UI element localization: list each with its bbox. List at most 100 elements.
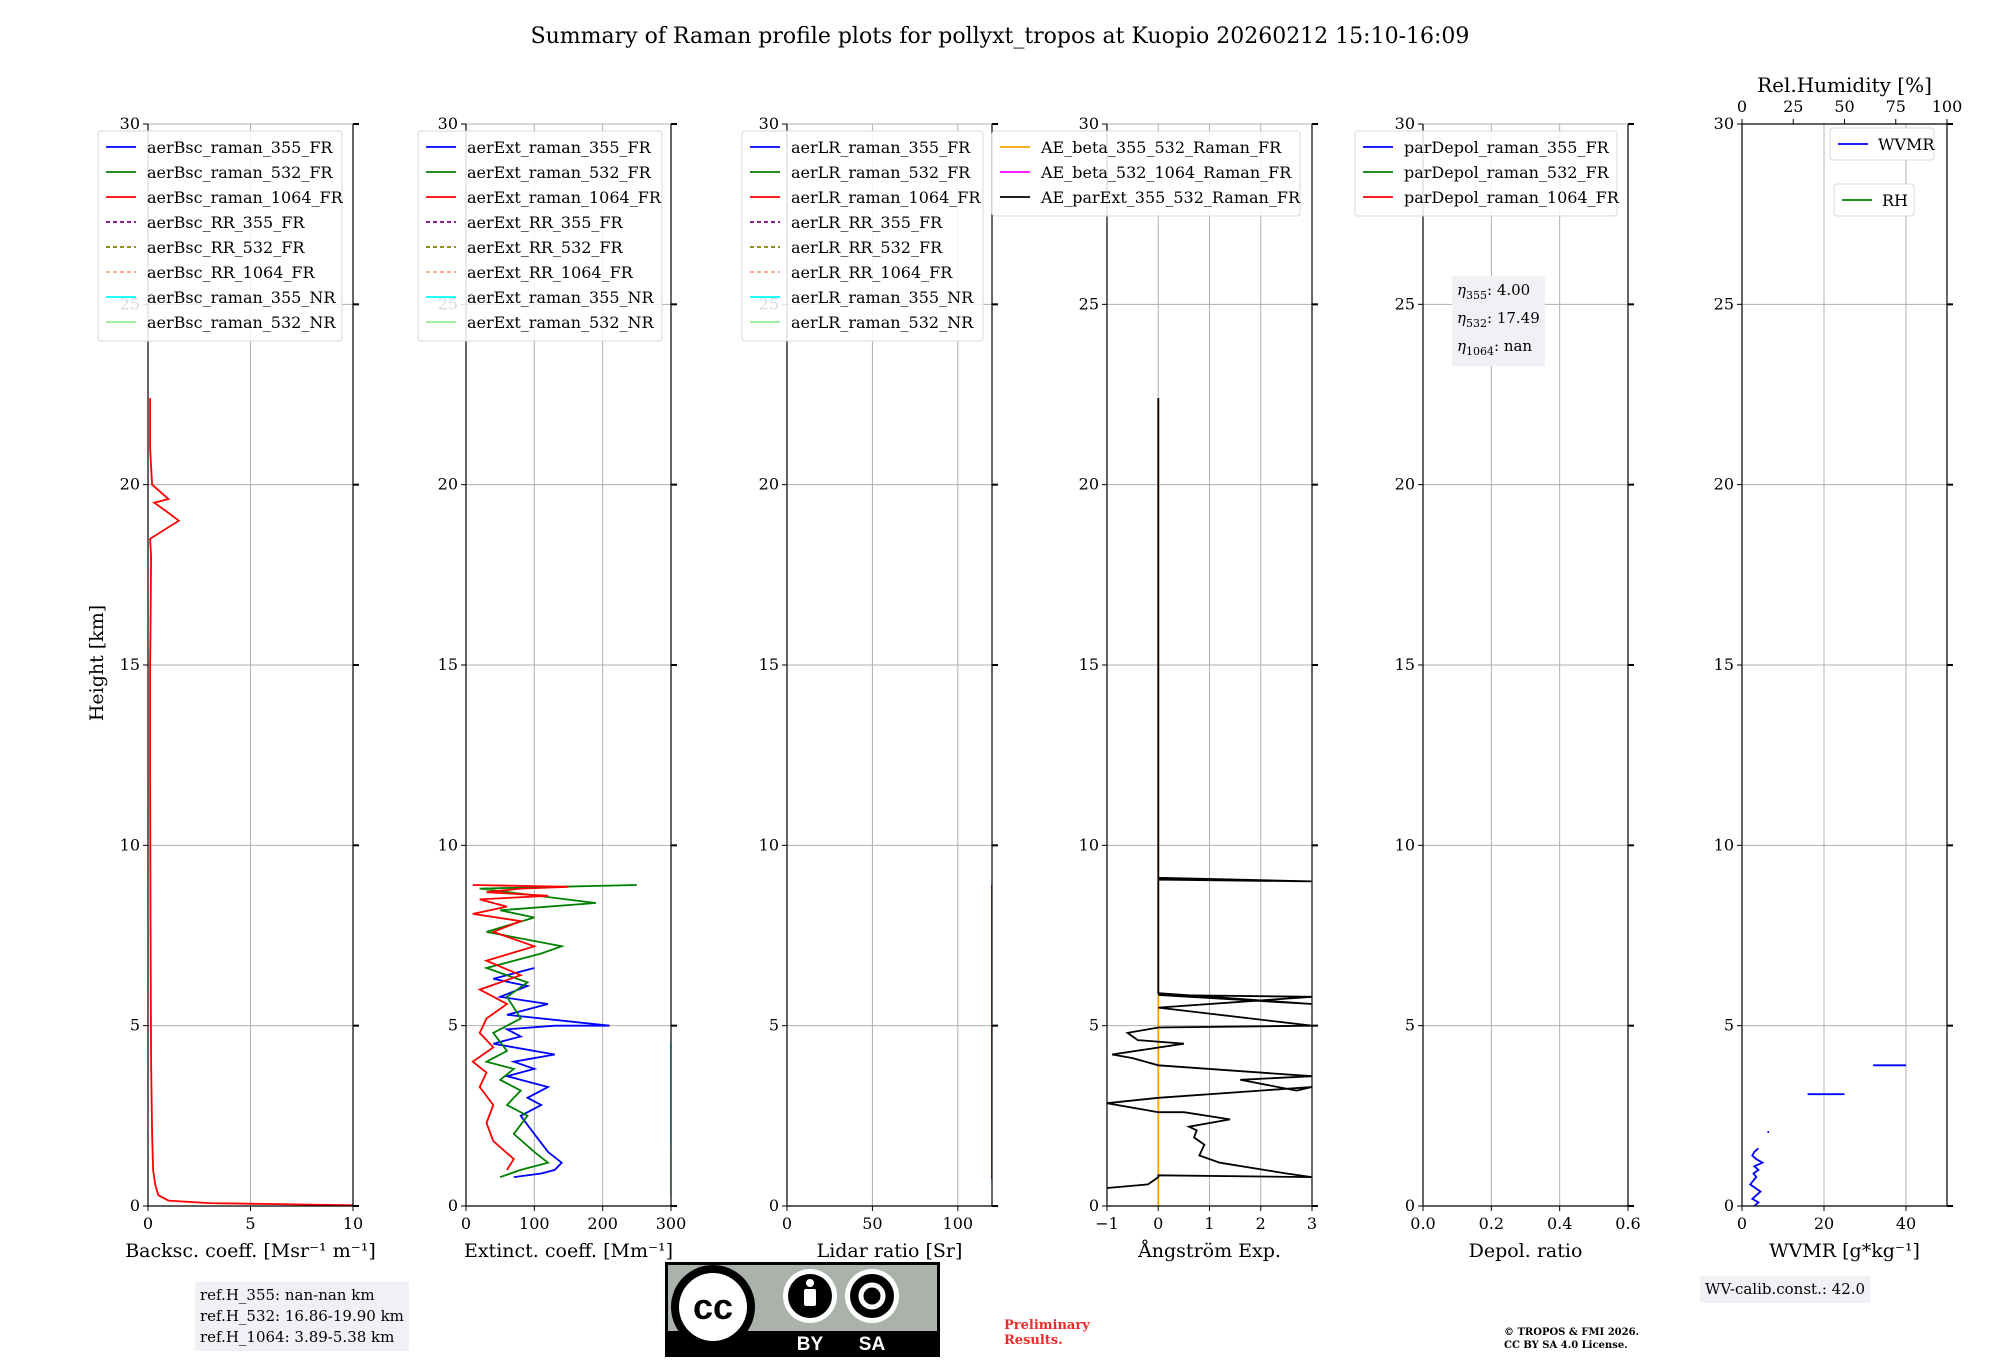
legend-label-2: aerExt_raman_1064_FR <box>467 188 662 207</box>
legend-box <box>97 130 343 342</box>
ytick-label-6: 30 <box>438 114 458 133</box>
legend-label-0: parDepol_raman_355_FR <box>1404 138 1610 157</box>
legend-label-1: aerExt_raman_532_FR <box>467 163 652 182</box>
ytick-label-4: 20 <box>1395 475 1415 494</box>
top-xtick-label-1: 25 <box>1783 97 1803 116</box>
ytick-label-5: 25 <box>1714 294 1734 313</box>
legend-label-1: aerLR_raman_532_FR <box>791 163 971 182</box>
ytick-label-4: 20 <box>120 475 140 494</box>
legend-label-1: aerBsc_raman_532_FR <box>147 163 333 182</box>
series-group <box>471 884 671 1196</box>
legend-label-7: aerBsc_raman_532_NR <box>147 313 336 332</box>
legend-label-0: aerLR_raman_355_FR <box>791 138 971 157</box>
xtick-label-0: −1 <box>1095 1214 1119 1233</box>
series-aerExt_raman_355_FR-0 <box>493 967 610 1178</box>
legend-label-4: aerLR_RR_532_FR <box>791 238 943 257</box>
xtick-label-0: 0.0 <box>1410 1214 1435 1233</box>
top-axis-label: Rel.Humidity [%] <box>1757 73 1932 97</box>
legend-box <box>417 130 663 342</box>
xtick-label-2: 100 <box>943 1214 974 1233</box>
eta-532: η532: 17.49 <box>1457 309 1540 330</box>
legend-label-7: aerLR_raman_532_NR <box>791 313 974 332</box>
legend-label-7: aerExt_raman_532_NR <box>467 313 655 332</box>
x-axis-label: Ångström Exp. <box>1137 1240 1281 1262</box>
ytick-label-1: 5 <box>769 1016 779 1035</box>
ytick-label-1: 5 <box>448 1016 458 1035</box>
ytick-label-3: 15 <box>1079 655 1099 674</box>
ytick-label-4: 20 <box>1079 475 1099 494</box>
panel-extinction: 0510152025300100200300Extinct. coeff. [M… <box>417 114 687 1262</box>
series-WVMR-0 <box>1748 1147 1765 1206</box>
xtick-label-0: 0 <box>782 1214 792 1233</box>
xtick-label-0: 0 <box>143 1214 153 1233</box>
legend-label-0: AE_beta_355_532_Raman_FR <box>1040 138 1282 157</box>
legend-label-2: AE_parExt_355_532_Raman_FR <box>1040 188 1301 207</box>
x-axis-label: Lidar ratio [Sr] <box>817 1240 963 1262</box>
ytick-label-1: 5 <box>1724 1016 1734 1035</box>
copyright-line-2: CC BY SA 4.0 License. <box>1504 1340 1628 1351</box>
legend-label-2: aerBsc_raman_1064_FR <box>147 188 344 207</box>
ytick-label-3: 15 <box>438 655 458 674</box>
xtick-label-3: 300 <box>656 1214 687 1233</box>
legend-box <box>991 130 1301 217</box>
eta-355: η355: 4.00 <box>1457 281 1531 302</box>
series-aerBsc_raman_1064_FR-0 <box>149 398 353 1206</box>
ytick-label-3: 15 <box>1395 655 1415 674</box>
xtick-label-0: 0 <box>1737 1214 1747 1233</box>
legend-box-0 <box>1829 127 1935 161</box>
xtick-label-1: 50 <box>862 1214 882 1233</box>
ytick-label-1: 5 <box>1405 1016 1415 1035</box>
legend-box-1 <box>1833 183 1915 217</box>
xtick-label-1: 0.2 <box>1479 1214 1504 1233</box>
legend-box <box>741 130 984 342</box>
ytick-label-2: 10 <box>759 835 779 854</box>
top-xtick-label-2: 50 <box>1834 97 1854 116</box>
legend-label-3: aerBsc_RR_355_FR <box>147 213 305 232</box>
legend-label-4: aerExt_RR_532_FR <box>467 238 624 257</box>
xtick-label-1: 100 <box>519 1214 550 1233</box>
legend-label-1: RH <box>1882 191 1908 210</box>
ytick-label-5: 25 <box>1395 294 1415 313</box>
ytick-label-4: 20 <box>438 475 458 494</box>
sa-text: SA <box>859 1334 886 1355</box>
ytick-label-2: 10 <box>438 835 458 854</box>
series-group <box>1107 398 1312 1206</box>
ytick-label-2: 10 <box>1395 835 1415 854</box>
series-aerExt_raman_1064_FR-2 <box>471 884 569 1171</box>
xtick-label-1: 5 <box>245 1214 255 1233</box>
legend-label-0: aerBsc_raman_355_FR <box>147 138 333 157</box>
y-axis-label: Height [km] <box>86 605 108 721</box>
series-aerExt_raman_532_FR-1 <box>479 884 637 1178</box>
wv-calibration-box: WV-calib.const.: 42.0 <box>1700 1276 1871 1303</box>
legend-label-6: aerLR_raman_355_NR <box>791 288 974 307</box>
x-axis-label: Extinct. coeff. [Mm⁻¹] <box>464 1240 673 1262</box>
copyright-notice: © TROPOS & FMI 2026. CC BY SA 4.0 Licens… <box>1504 1326 1639 1352</box>
legend-label-1: AE_beta_532_1064_Raman_FR <box>1040 163 1292 182</box>
figure-title: Summary of Raman profile plots for polly… <box>531 24 1470 49</box>
top-xtick-label-0: 0 <box>1737 97 1747 116</box>
legend-label-6: aerBsc_raman_355_NR <box>147 288 336 307</box>
ytick-label-2: 10 <box>120 835 140 854</box>
legend-label-0: aerExt_raman_355_FR <box>467 138 652 157</box>
copyright-line-1: © TROPOS & FMI 2026. <box>1504 1327 1640 1338</box>
ytick-label-4: 20 <box>1714 475 1734 494</box>
ytick-label-6: 30 <box>1079 114 1099 133</box>
xtick-label-2: 1 <box>1204 1214 1214 1233</box>
legend-box <box>1354 130 1618 217</box>
xtick-label-3: 0.6 <box>1615 1214 1640 1233</box>
legend-label-3: aerLR_RR_355_FR <box>791 213 943 232</box>
cc-by-sa-logo: cc BY SA <box>665 1262 940 1357</box>
ytick-label-3: 15 <box>759 655 779 674</box>
panel-backscatter: 0510152025300510Backsc. coeff. [Msr⁻¹ m⁻… <box>97 114 376 1262</box>
ref-height-355: ref.H_355: nan-nan km <box>200 1286 375 1304</box>
ytick-label-0: 0 <box>769 1196 779 1215</box>
preliminary-results-label: Preliminary Results. <box>1004 1318 1090 1348</box>
x-axis-label: WVMR [g*kg⁻¹] <box>1769 1240 1920 1262</box>
ytick-label-0: 0 <box>448 1196 458 1215</box>
legend-label-6: aerExt_raman_355_NR <box>467 288 655 307</box>
ytick-label-1: 5 <box>1089 1016 1099 1035</box>
ref-height-532: ref.H_532: 16.86-19.90 km <box>200 1307 404 1325</box>
xtick-label-2: 10 <box>343 1214 363 1233</box>
